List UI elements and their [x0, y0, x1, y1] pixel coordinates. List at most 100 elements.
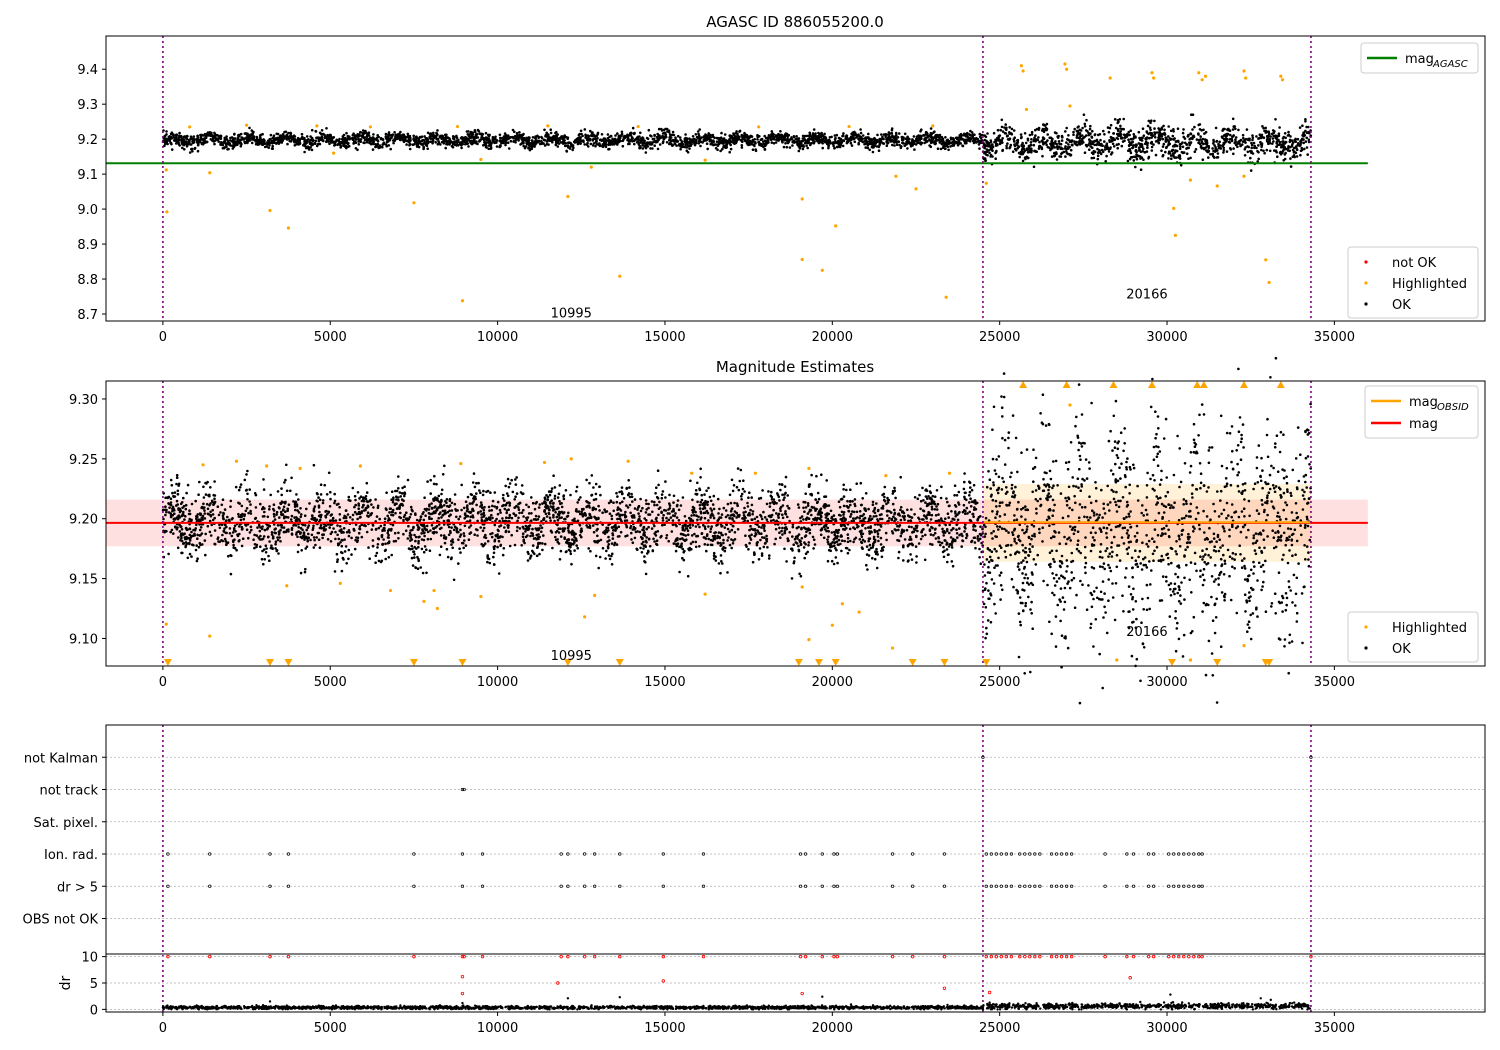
agasc-ok-point — [1159, 132, 1162, 136]
agasc-ok-point — [226, 139, 230, 143]
estimates-ok-point — [280, 487, 283, 490]
agasc-ok-point — [401, 133, 404, 137]
agasc-highlighted-point — [834, 224, 838, 228]
agasc-ok-point — [928, 138, 931, 141]
agasc-ok-point — [1189, 137, 1193, 140]
agasc-ok-point — [518, 131, 521, 134]
agasc-ok-point — [1163, 133, 1167, 136]
agasc-ok-point — [1098, 133, 1102, 136]
agasc-ok-point — [346, 142, 350, 145]
agasc-ok-point — [601, 143, 604, 146]
agasc-highlighted-point — [566, 194, 570, 199]
agasc-ytick-label: 9.2 — [77, 133, 98, 148]
agasc-ok-point — [484, 131, 488, 135]
agasc-ok-point — [728, 134, 731, 137]
estimates-ok-point — [712, 507, 716, 511]
agasc-ok-point — [971, 134, 975, 137]
agasc-ok-point — [1257, 151, 1260, 154]
agasc-ok-point — [926, 140, 929, 143]
agasc-ok-point — [1232, 135, 1235, 138]
agasc-ok-point — [1231, 128, 1235, 131]
agasc-ok-point — [890, 131, 894, 135]
agasc-ok-point — [819, 138, 822, 142]
agasc-ok-point — [806, 146, 809, 150]
agasc-ok-point — [266, 141, 269, 144]
agasc-ok-point — [1141, 136, 1144, 140]
agasc-highlighted-point — [1065, 67, 1069, 71]
agasc-ok-point — [994, 138, 997, 142]
estimates-ok-point — [530, 519, 533, 522]
agasc-ok-point — [935, 134, 939, 138]
agasc-ok-point — [415, 145, 419, 148]
estimates-ok-point — [778, 526, 781, 530]
agasc-ok-point — [467, 137, 471, 140]
agasc-ok-point — [1298, 126, 1302, 129]
agasc-ok-point — [817, 134, 821, 138]
estimates-ok-point — [724, 533, 728, 536]
agasc-ok-point — [1146, 146, 1149, 149]
agasc-ok-point — [893, 144, 896, 147]
agasc-ok-point — [258, 134, 262, 137]
agasc-ok-point — [1164, 150, 1167, 154]
agasc-ok-point — [772, 142, 776, 145]
agasc-ok-point — [1088, 132, 1092, 136]
agasc-ok-point — [579, 129, 583, 133]
estimates-ok-point — [515, 492, 519, 495]
agasc-ok-point — [1259, 140, 1262, 144]
estimates-ok-point — [184, 503, 188, 507]
agasc-ok-point — [285, 136, 289, 140]
agasc-ok-point — [808, 137, 811, 141]
agasc-ok-point — [870, 141, 874, 145]
agasc-ok-point — [676, 134, 680, 138]
estimates-ok-point — [429, 478, 433, 482]
estimates-ok-point — [842, 488, 845, 491]
estimates-ok-point — [601, 511, 604, 514]
agasc-ok-point — [751, 148, 755, 151]
agasc-ok-point — [357, 134, 361, 138]
estimates-ok-point — [531, 527, 534, 531]
agasc-ok-point — [1013, 143, 1016, 146]
agasc-ok-point — [261, 132, 264, 136]
agasc-ok-point — [175, 133, 179, 136]
agasc-ok-point — [559, 141, 563, 144]
estimates-ok-point — [810, 473, 813, 477]
agasc-ok-point — [994, 157, 997, 160]
estimates-ok-point — [691, 498, 694, 502]
agasc-ok-point — [767, 134, 771, 137]
agasc-axes-frame — [105, 35, 1486, 322]
agasc-ok-point — [613, 142, 616, 146]
agasc-ok-point — [728, 150, 731, 154]
estimates-ok-point — [175, 476, 179, 480]
estimates-ok-point — [463, 524, 467, 528]
agasc-ok-point — [983, 134, 987, 137]
estimates-ok-point — [226, 515, 229, 519]
estimates-ok-point — [507, 485, 511, 489]
agasc-ytick-label: 8.9 — [77, 238, 98, 253]
agasc-ok-point — [1189, 132, 1193, 136]
agasc-ok-point — [557, 142, 561, 145]
agasc-ok-point — [1025, 147, 1029, 151]
agasc-xtick-label: 5000 — [314, 330, 347, 345]
agasc-ok-point — [1243, 154, 1247, 157]
agasc-ok-point — [189, 143, 192, 146]
agasc-highlighted-point — [1215, 184, 1219, 188]
agasc-ok-point — [567, 141, 570, 145]
estimates-ok-point — [545, 515, 549, 518]
agasc-ok-point — [580, 132, 583, 136]
agasc-ok-point — [1304, 140, 1308, 143]
agasc-ok-point — [650, 142, 654, 146]
agasc-ok-point — [842, 132, 845, 135]
agasc-ok-point — [769, 138, 773, 142]
estimates-ok-point — [243, 478, 247, 482]
agasc-legend-marker-swatch — [1364, 260, 1368, 264]
agasc-ok-point — [589, 134, 593, 137]
agasc-ok-point — [934, 139, 937, 142]
agasc-highlighted-point — [1264, 258, 1268, 262]
agasc-ok-point — [318, 138, 322, 141]
agasc-ok-point — [720, 131, 723, 135]
agasc-highlighted-point — [1267, 280, 1271, 285]
agasc-highlighted-point — [800, 257, 804, 262]
estimates-ok-point — [440, 488, 444, 492]
agasc-ok-point — [387, 144, 391, 147]
agasc-ok-point — [719, 149, 722, 153]
